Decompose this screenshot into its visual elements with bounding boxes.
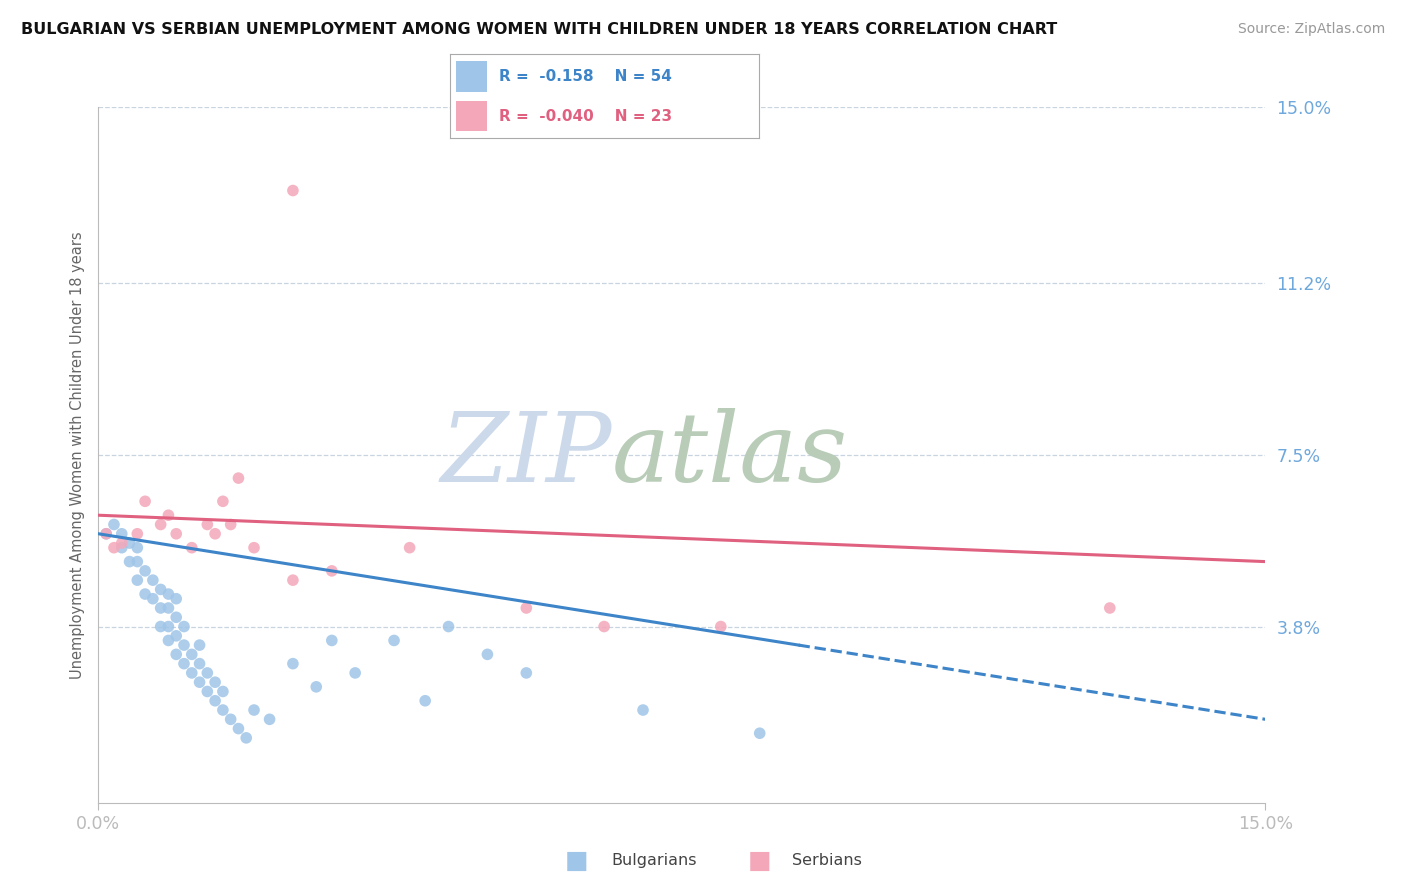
Point — [180, 665, 202, 680]
Point — [212, 684, 235, 698]
Point — [228, 722, 250, 736]
Point — [142, 591, 165, 606]
Text: Bulgarians: Bulgarians — [612, 854, 697, 868]
Point — [515, 601, 537, 615]
Text: ZIP: ZIP — [440, 408, 612, 502]
Point — [195, 684, 218, 698]
Point — [127, 526, 149, 541]
Text: Source: ZipAtlas.com: Source: ZipAtlas.com — [1237, 22, 1385, 37]
Point — [515, 665, 537, 680]
Y-axis label: Unemployment Among Women with Children Under 18 years: Unemployment Among Women with Children U… — [69, 231, 84, 679]
Point — [103, 541, 125, 555]
Text: BULGARIAN VS SERBIAN UNEMPLOYMENT AMONG WOMEN WITH CHILDREN UNDER 18 YEARS CORRE: BULGARIAN VS SERBIAN UNEMPLOYMENT AMONG … — [21, 22, 1057, 37]
Point — [259, 712, 281, 726]
Point — [243, 541, 266, 555]
Point — [204, 694, 226, 708]
Point — [228, 471, 250, 485]
FancyBboxPatch shape — [456, 101, 486, 131]
Point — [157, 601, 180, 615]
Point — [111, 526, 134, 541]
Point — [344, 665, 367, 680]
Point — [398, 541, 420, 555]
Point — [149, 582, 172, 597]
Point — [281, 657, 304, 671]
Point — [134, 564, 156, 578]
Point — [593, 619, 616, 633]
Point — [165, 648, 187, 662]
Point — [173, 657, 195, 671]
Point — [149, 619, 172, 633]
Text: Serbians: Serbians — [792, 854, 862, 868]
Point — [165, 591, 187, 606]
Point — [127, 573, 149, 587]
Point — [281, 184, 304, 198]
Text: atlas: atlas — [612, 408, 848, 502]
Point — [103, 517, 125, 532]
Point — [180, 648, 202, 662]
Point — [149, 601, 172, 615]
Point — [188, 638, 211, 652]
Point — [321, 633, 343, 648]
Point — [118, 555, 141, 569]
Point — [157, 508, 180, 523]
Point — [219, 712, 242, 726]
Point — [157, 633, 180, 648]
Point — [305, 680, 328, 694]
Point — [127, 541, 149, 555]
Point — [243, 703, 266, 717]
Point — [195, 517, 218, 532]
Text: R =  -0.040    N = 23: R = -0.040 N = 23 — [499, 109, 672, 124]
Point — [165, 526, 187, 541]
Point — [165, 629, 187, 643]
Point — [96, 526, 118, 541]
Point — [188, 675, 211, 690]
Point — [235, 731, 257, 745]
Point — [165, 610, 187, 624]
FancyBboxPatch shape — [456, 62, 486, 92]
Point — [748, 726, 770, 740]
Text: R =  -0.158    N = 54: R = -0.158 N = 54 — [499, 69, 672, 84]
Point — [96, 526, 118, 541]
Point — [149, 517, 172, 532]
Point — [142, 573, 165, 587]
Point — [157, 619, 180, 633]
Point — [1098, 601, 1121, 615]
Point — [134, 587, 156, 601]
Point — [437, 619, 460, 633]
Point — [281, 573, 304, 587]
Point — [204, 675, 226, 690]
Point — [212, 703, 235, 717]
Point — [111, 536, 134, 550]
Point — [631, 703, 654, 717]
Point — [219, 517, 242, 532]
Point — [111, 541, 134, 555]
Point — [321, 564, 343, 578]
Point — [710, 619, 733, 633]
Point — [477, 648, 499, 662]
Point — [118, 536, 141, 550]
Point — [382, 633, 405, 648]
Point — [134, 494, 156, 508]
Point — [173, 638, 195, 652]
Point — [127, 555, 149, 569]
Point — [180, 541, 202, 555]
Text: ■: ■ — [748, 849, 770, 872]
Point — [173, 619, 195, 633]
Point — [204, 526, 226, 541]
Point — [212, 494, 235, 508]
Point — [195, 665, 218, 680]
Point — [413, 694, 436, 708]
Point — [188, 657, 211, 671]
Text: ■: ■ — [565, 849, 588, 872]
Point — [157, 587, 180, 601]
